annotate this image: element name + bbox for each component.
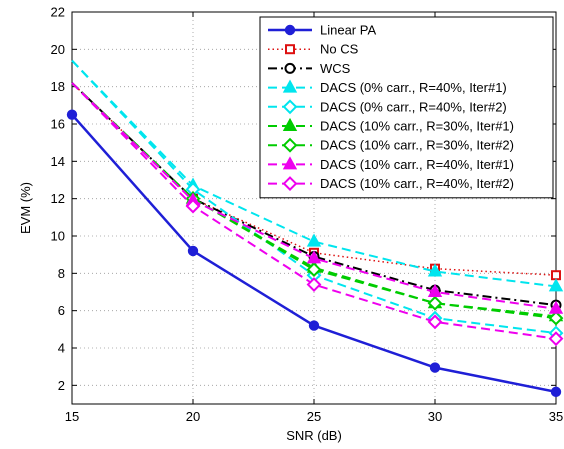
legend-entry: DACS (10% carr., R=30%, Iter#1) xyxy=(268,117,514,134)
data-point-marker xyxy=(306,233,322,247)
y-tick-label: 14 xyxy=(51,154,65,169)
legend-label: DACS (10% carr., R=30%, Iter#2) xyxy=(320,138,514,153)
legend-label: DACS (10% carr., R=40%, Iter#2) xyxy=(320,176,514,191)
y-tick-label: 20 xyxy=(51,42,65,57)
data-point-marker xyxy=(548,310,564,326)
legend-label: DACS (10% carr., R=30%, Iter#1) xyxy=(320,119,514,134)
y-tick-label: 8 xyxy=(58,266,65,281)
y-tick-label: 6 xyxy=(58,303,65,318)
legend-entry: Linear PA xyxy=(268,23,376,38)
data-point-marker xyxy=(550,386,562,398)
data-point-marker xyxy=(306,262,322,278)
data-point-marker xyxy=(185,198,201,214)
data-point-marker xyxy=(282,117,298,131)
legend-label: Linear PA xyxy=(320,23,376,38)
y-tick-label: 12 xyxy=(51,191,65,206)
legend-entry: WCS xyxy=(268,61,351,76)
y-tick-label: 16 xyxy=(51,117,65,132)
legend: Linear PA No CS WCS DACS (0% carr., R=40%, … xyxy=(259,16,554,199)
data-point-marker xyxy=(187,245,199,257)
data-point-marker xyxy=(548,331,564,347)
data-point-marker xyxy=(427,314,443,330)
data-point-marker xyxy=(429,362,441,373)
data-point-marker xyxy=(551,270,561,281)
data-point-marker xyxy=(282,156,298,170)
legend-label: DACS (0% carr., R=40%, Iter#1) xyxy=(320,80,507,95)
data-point-marker xyxy=(308,320,320,331)
data-point-marker xyxy=(427,283,443,297)
data-point-marker xyxy=(427,263,443,277)
data-point-marker xyxy=(282,137,298,153)
data-series xyxy=(66,59,564,398)
series-1 xyxy=(66,109,562,398)
data-point-marker xyxy=(66,109,78,120)
legend-entry: No CS xyxy=(268,42,359,57)
x-axis-label: SNR (dB) xyxy=(286,428,342,443)
y-axis-label: EVM (%) xyxy=(18,182,33,234)
y-tick-label: 10 xyxy=(51,229,65,244)
y-tick-label: 4 xyxy=(58,341,65,356)
y-tick-label: 18 xyxy=(51,79,65,94)
data-point-marker xyxy=(427,295,443,311)
x-tick-label: 20 xyxy=(186,409,200,424)
data-point-marker xyxy=(548,300,564,314)
data-point-marker xyxy=(285,44,295,55)
legend-entry: DACS (0% carr., R=40%, Iter#1) xyxy=(268,79,507,95)
data-point-marker xyxy=(282,176,298,192)
legend-label: WCS xyxy=(320,61,351,76)
x-tick-label: 30 xyxy=(428,409,442,424)
legend-entry: DACS (10% carr., R=40%, Iter#1) xyxy=(268,156,514,172)
series-9 xyxy=(71,82,564,347)
legend-entry: DACS (10% carr., R=30%, Iter#2) xyxy=(268,138,514,153)
legend-label: DACS (10% carr., R=40%, Iter#1) xyxy=(320,157,514,172)
legend-entry: DACS (10% carr., R=40%, Iter#2) xyxy=(268,176,514,191)
data-point-marker xyxy=(306,250,322,264)
data-point-marker xyxy=(548,278,564,292)
data-point-marker xyxy=(284,62,296,74)
legend-label: DACS (0% carr., R=40%, Iter#2) xyxy=(320,99,507,114)
data-point-marker xyxy=(284,24,296,36)
x-tick-label: 15 xyxy=(65,409,79,424)
y-tick-label: 2 xyxy=(58,378,65,393)
y-tick-label: 22 xyxy=(51,5,65,20)
axis-ticks: 15 20 25 30 35 2 4 6 8 10 12 14 16 18 20 22 xyxy=(51,5,564,425)
data-point-marker xyxy=(282,79,298,93)
legend-entry: DACS (0% carr., R=40%, Iter#2) xyxy=(268,99,507,114)
legend-label: No CS xyxy=(320,42,359,57)
x-tick-label: 25 xyxy=(307,409,321,424)
x-tick-label: 35 xyxy=(549,409,563,424)
data-point-marker xyxy=(282,99,298,115)
data-point-marker xyxy=(306,277,322,292)
legend-box xyxy=(259,16,554,199)
series-line xyxy=(71,59,557,288)
